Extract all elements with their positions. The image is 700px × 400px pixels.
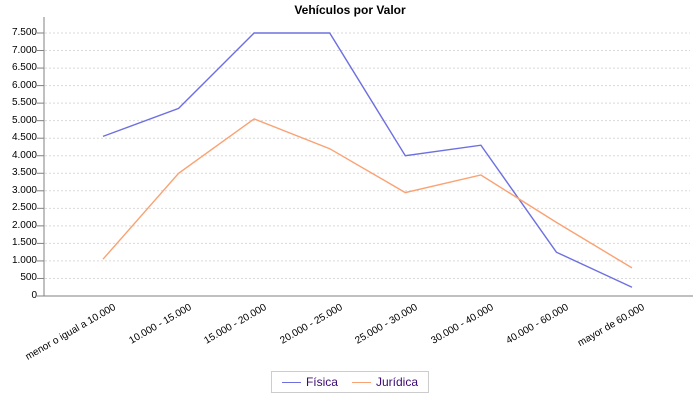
y-tick-label: 3.000: [11, 184, 37, 196]
y-tick-label: 4.000: [11, 149, 37, 161]
y-tick-label: 500: [20, 272, 37, 284]
y-tick-label: 0: [31, 290, 37, 301]
legend-label-juridica: Jurídica: [375, 375, 419, 389]
legend-item-juridica: Jurídica: [351, 375, 419, 389]
juridica-line-swatch-icon: [351, 381, 371, 383]
y-tick-label: 7.500: [11, 27, 37, 38]
y-tick-label: 3.500: [11, 167, 37, 179]
y-tick-label: 6.500: [11, 62, 37, 74]
y-tick-label: 4.500: [11, 132, 37, 144]
juridica-series-line: [102, 118, 633, 269]
y-tick-label: 1.500: [11, 237, 37, 249]
fisica-series-line: [102, 32, 633, 288]
y-tick-label: 5.000: [11, 114, 37, 126]
fisica-line-swatch-icon: [281, 381, 301, 383]
legend-item-fisica: Física: [281, 375, 338, 389]
chart-title: Vehículos por Valor: [294, 3, 406, 17]
legend-label-fisica: Física: [305, 375, 338, 389]
y-tick-label: 6.000: [11, 79, 37, 91]
y-tick-label: 2.500: [11, 202, 37, 214]
y-tick-label: 2.000: [11, 219, 37, 231]
y-tick-label: 7.000: [11, 44, 37, 56]
y-tick-label: 5.500: [11, 97, 37, 109]
legend: Física Jurídica: [270, 371, 430, 393]
y-tick-label: 1.000: [11, 254, 37, 266]
